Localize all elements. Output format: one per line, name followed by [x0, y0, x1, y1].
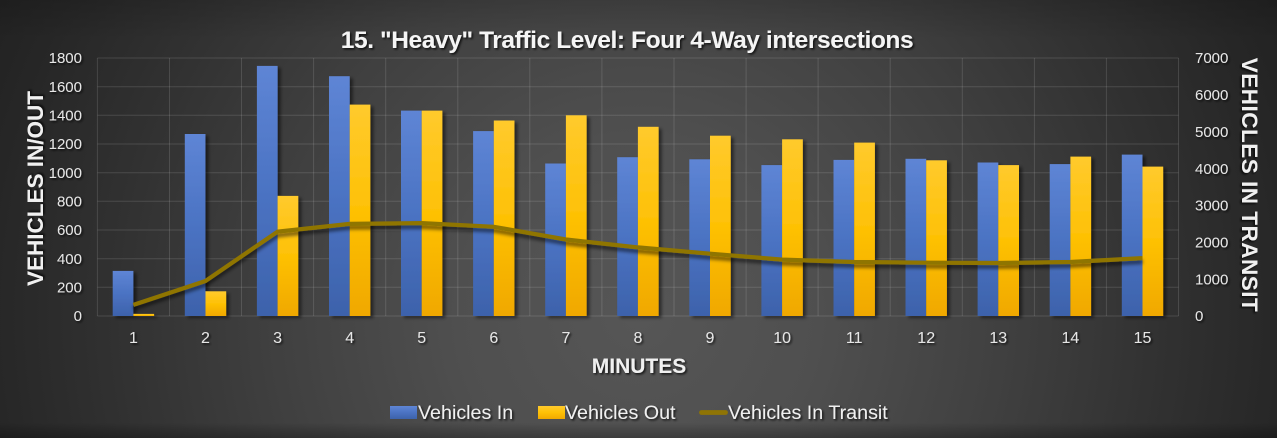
- svg-text:15: 15: [1134, 330, 1152, 347]
- svg-text:400: 400: [57, 251, 82, 268]
- svg-text:15. "Heavy" Traffic Level: Fou: 15. "Heavy" Traffic Level: Four 4-Way in…: [341, 27, 913, 54]
- svg-text:6: 6: [489, 330, 498, 347]
- svg-text:8: 8: [633, 330, 642, 347]
- svg-text:2: 2: [201, 330, 210, 347]
- svg-text:MINUTES: MINUTES: [592, 355, 687, 378]
- svg-text:200: 200: [57, 280, 82, 297]
- svg-text:1000: 1000: [49, 165, 82, 182]
- svg-text:11: 11: [846, 330, 863, 347]
- svg-text:Vehicles In: Vehicles In: [418, 402, 513, 424]
- svg-text:5: 5: [417, 330, 426, 347]
- svg-text:4: 4: [345, 330, 354, 347]
- svg-text:VEHICLES IN/OUT: VEHICLES IN/OUT: [23, 91, 48, 286]
- svg-text:13: 13: [989, 330, 1007, 347]
- svg-text:VEHICLES IN TRANSIT: VEHICLES IN TRANSIT: [1237, 58, 1262, 313]
- svg-text:800: 800: [57, 194, 82, 211]
- svg-text:1000: 1000: [1195, 271, 1228, 288]
- svg-text:Vehicles In Transit: Vehicles In Transit: [728, 402, 888, 424]
- svg-text:7: 7: [561, 330, 570, 347]
- svg-text:10: 10: [773, 330, 791, 347]
- svg-text:Vehicles Out: Vehicles Out: [565, 402, 676, 424]
- svg-text:9: 9: [706, 330, 715, 347]
- svg-text:2000: 2000: [1195, 235, 1228, 252]
- svg-text:600: 600: [57, 222, 82, 239]
- svg-text:5000: 5000: [1195, 124, 1228, 141]
- svg-text:6000: 6000: [1195, 87, 1228, 104]
- svg-text:7000: 7000: [1195, 50, 1228, 67]
- svg-text:1600: 1600: [49, 79, 82, 96]
- svg-text:1400: 1400: [49, 108, 82, 125]
- svg-text:1200: 1200: [49, 136, 82, 153]
- svg-text:3: 3: [273, 330, 282, 347]
- svg-text:1800: 1800: [49, 50, 82, 67]
- svg-text:0: 0: [1195, 308, 1203, 325]
- svg-text:4000: 4000: [1195, 161, 1228, 178]
- svg-text:14: 14: [1062, 330, 1080, 347]
- svg-text:12: 12: [917, 330, 935, 347]
- svg-text:1: 1: [129, 330, 138, 347]
- svg-text:3000: 3000: [1195, 198, 1228, 215]
- svg-text:0: 0: [74, 308, 82, 325]
